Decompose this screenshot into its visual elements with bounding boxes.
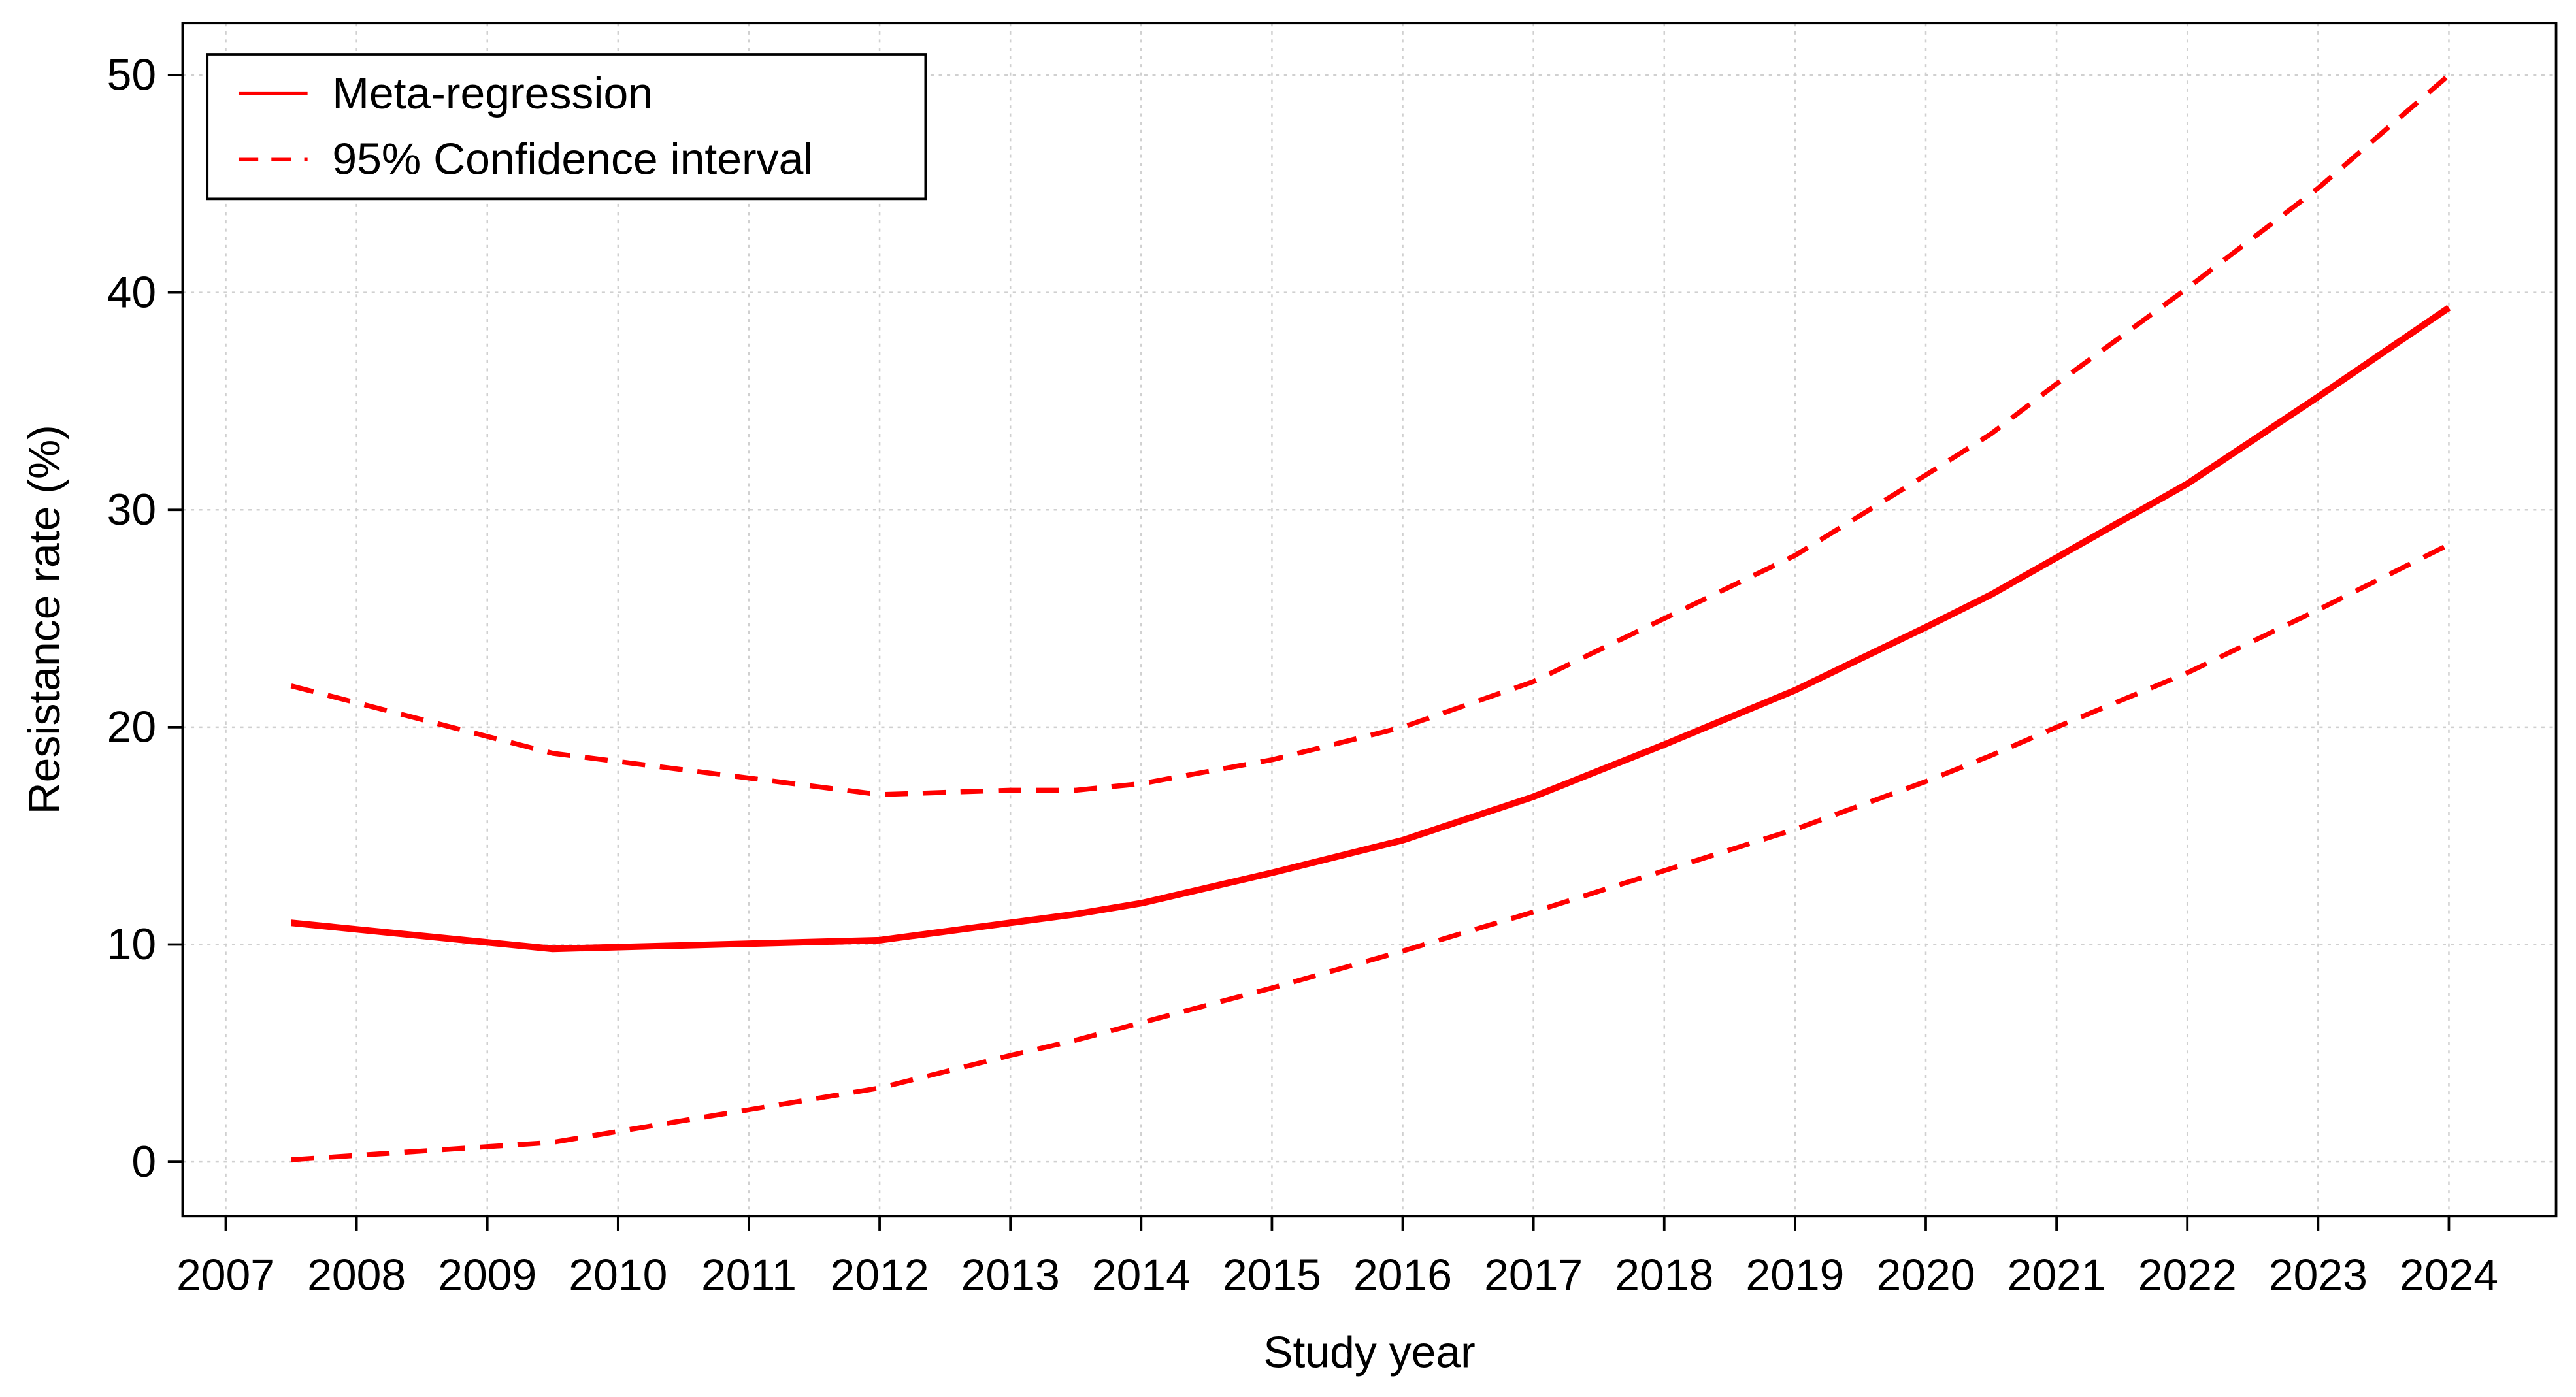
plot-frame [181,22,2558,1218]
x-tick-label: 2021 [2007,1251,2106,1300]
x-tick-label: 2023 [2269,1251,2368,1300]
x-tick-label: 2012 [831,1251,929,1300]
x-tick-label: 2018 [1615,1251,1713,1300]
legend-label: 95% Confidence interval [332,135,813,184]
y-axis-label: Resistance rate (%) [20,425,69,814]
lower-bound-line [291,542,2451,1162]
y-tick-label: 50 [107,51,157,100]
y-tick-label: 30 [107,485,157,534]
upper-bound-line [290,73,2451,797]
x-tick-label: 2008 [307,1251,406,1300]
x-tick-label: 2014 [1092,1251,1191,1300]
x-tick-label: 2009 [438,1251,537,1300]
x-tick-label: 2016 [1353,1251,1452,1300]
x-tick-label: 2015 [1223,1251,1321,1300]
y-tick-label: 0 [131,1138,156,1187]
x-tick-label: 2011 [701,1251,797,1300]
y-tick-label: 40 [107,268,157,317]
legend-label: Meta-regression [332,69,653,118]
line [291,304,2451,953]
y-tick-label: 20 [107,703,157,752]
legend-box [206,53,927,201]
x-tick-label: 2020 [1876,1251,1975,1300]
x-tick-label: 2022 [2138,1251,2237,1300]
x-tick-label: 2019 [1745,1251,1844,1300]
x-tick-label: 2007 [176,1251,275,1300]
x-tick-label: 2013 [961,1251,1060,1300]
x-tick-label: 2024 [2400,1251,2498,1300]
x-tick-label: 2010 [569,1251,667,1300]
x-axis-label: Study year [1263,1328,1476,1377]
y-tick-label: 10 [107,920,157,969]
x-tick-label: 2017 [1484,1251,1583,1300]
legend: Meta-regression 95% Confidence interval [206,53,927,201]
